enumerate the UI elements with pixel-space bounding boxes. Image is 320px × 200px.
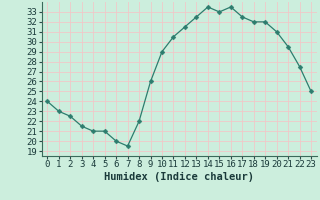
X-axis label: Humidex (Indice chaleur): Humidex (Indice chaleur) [104, 172, 254, 182]
